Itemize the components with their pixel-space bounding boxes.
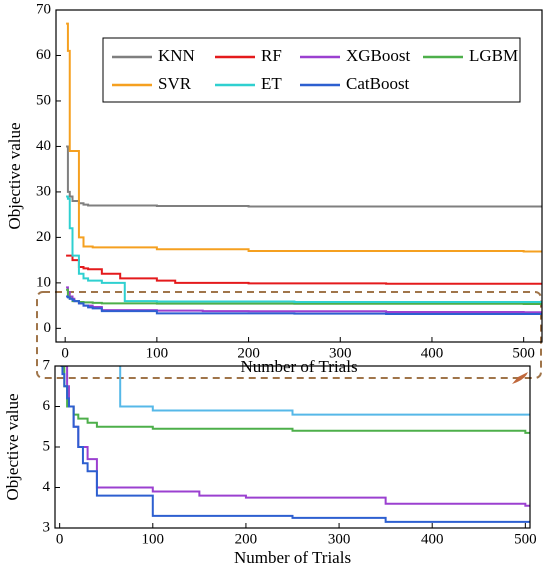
x-tick-label: 100 <box>146 345 169 361</box>
y-tick-label: 70 <box>36 1 51 17</box>
legend-box <box>102 37 521 103</box>
y-tick-label: 0 <box>44 320 52 336</box>
series-line <box>66 295 542 316</box>
x-tick-label: 300 <box>329 345 352 361</box>
legend-label: XGBoost <box>346 46 411 65</box>
y-tick-label: 6 <box>43 398 51 414</box>
legend-label: CatBoost <box>346 74 410 93</box>
series-line <box>66 286 542 314</box>
y-tick-label: 7 <box>43 357 51 373</box>
plot-frame <box>54 365 531 529</box>
y-axis-label: Objective value <box>5 122 24 229</box>
y-tick-label: 40 <box>36 138 51 154</box>
y-tick-label: 60 <box>36 47 51 63</box>
y-tick-label: 4 <box>43 479 51 495</box>
y-tick-label: 3 <box>43 519 51 535</box>
zoom-box <box>36 291 542 379</box>
y-tick-label: 5 <box>43 438 51 454</box>
y-tick-label: 10 <box>36 274 51 290</box>
series-line <box>63 366 530 507</box>
x-tick-label: 300 <box>328 531 351 547</box>
series-line <box>66 254 542 285</box>
plot-lines <box>60 366 530 523</box>
x-tick-label: 400 <box>421 531 444 547</box>
series-line <box>60 366 530 523</box>
plot-lines <box>66 22 542 316</box>
legend-label: RF <box>261 46 282 65</box>
plot-frame <box>55 9 543 343</box>
legend-label: SVR <box>158 74 192 93</box>
x-axis-label: Number of Trials <box>234 548 351 567</box>
series-line <box>66 195 542 303</box>
x-tick-label: 0 <box>56 531 64 547</box>
y-axis-label: Objective value <box>3 393 22 500</box>
x-tick-label: 500 <box>514 531 537 547</box>
x-tick-label: 0 <box>61 345 69 361</box>
y-tick-label: 30 <box>36 183 51 199</box>
series-line <box>119 366 530 416</box>
legend-label: ET <box>261 74 282 93</box>
x-tick-label: 100 <box>142 531 165 547</box>
series-line <box>66 145 542 208</box>
series-line <box>66 22 542 253</box>
zoom-arrow <box>512 372 528 384</box>
legend-label: LGBM <box>469 46 518 65</box>
x-tick-label: 400 <box>421 345 444 361</box>
x-tick-label: 200 <box>237 345 260 361</box>
legend-label: KNN <box>158 46 195 65</box>
y-tick-label: 50 <box>36 92 51 108</box>
x-tick-label: 200 <box>235 531 258 547</box>
x-tick-label: 500 <box>512 345 535 361</box>
y-tick-label: 20 <box>36 229 51 245</box>
